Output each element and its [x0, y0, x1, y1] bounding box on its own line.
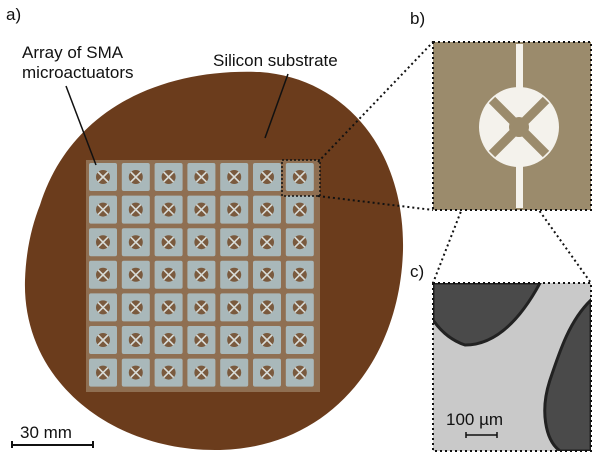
- figure: a) Array of SMA microactuators Silicon s…: [0, 0, 600, 455]
- scale-bar-a: [12, 441, 93, 448]
- annotation: Silicon substrate: [213, 51, 338, 70]
- annotation: microactuators: [22, 63, 133, 82]
- panel-label: b): [410, 9, 425, 28]
- actuator-array: [89, 163, 314, 387]
- panel-label: c): [410, 262, 424, 281]
- scale-label: 30 mm: [20, 423, 72, 442]
- scale-label: 100 µm: [446, 410, 503, 429]
- annotation: Array of SMA: [22, 43, 124, 62]
- panel-label: a): [6, 5, 21, 24]
